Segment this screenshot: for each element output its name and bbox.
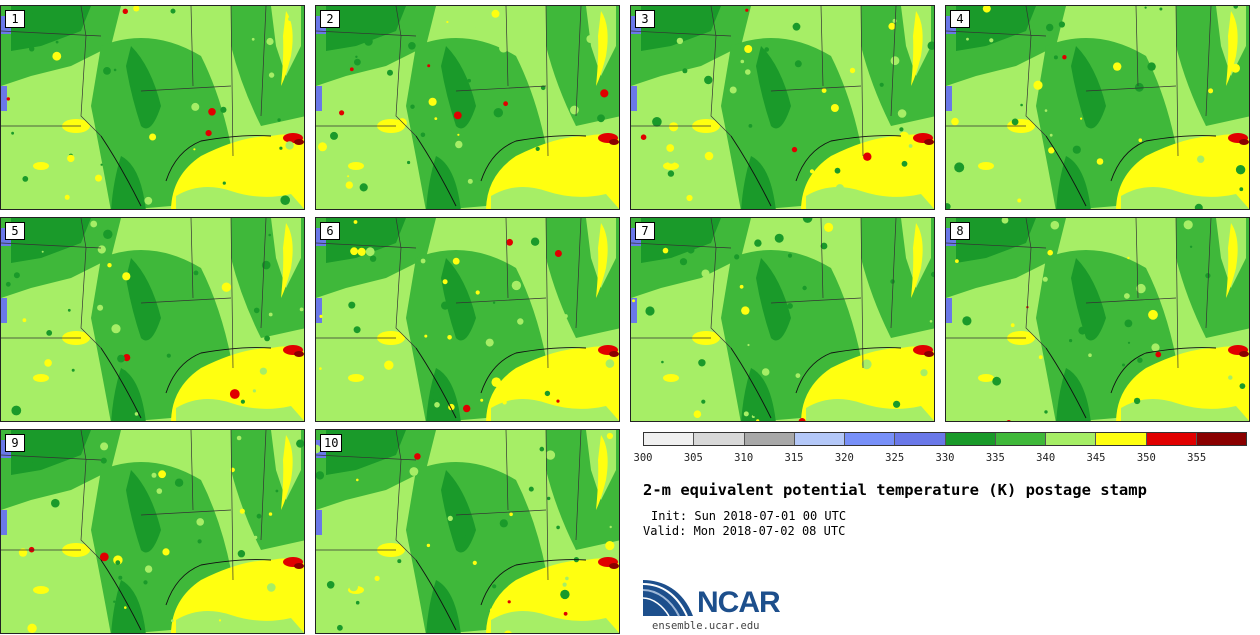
- chart-title: 2-m equivalent potential temperature (K)…: [643, 481, 1147, 499]
- colorbar-segment: [945, 433, 996, 445]
- ensemble-member-panel: 3: [630, 5, 935, 210]
- equivalent-potential-temperature-map: [946, 6, 1249, 209]
- equivalent-potential-temperature-map: [1, 6, 304, 209]
- colorbar-segment: [1146, 433, 1197, 445]
- member-number-label: 6: [320, 222, 340, 240]
- member-number-label: 9: [5, 434, 25, 452]
- ensemble-member-panel: 6: [315, 217, 620, 422]
- member-number-label: 2: [320, 10, 340, 28]
- member-number-label: 1: [5, 10, 25, 28]
- ensemble-member-panel: 1: [0, 5, 305, 210]
- ensemble-member-panel: 9: [0, 429, 305, 634]
- equivalent-potential-temperature-map: [316, 218, 619, 421]
- colorbar-tick-label: 300: [633, 452, 653, 464]
- colorbar-tick-label: 340: [1036, 452, 1056, 464]
- colorbar-tick-label: 335: [985, 452, 1005, 464]
- member-number-label: 8: [950, 222, 970, 240]
- ncar-logo-text: NCAR: [697, 586, 781, 619]
- site-url: ensemble.ucar.edu: [652, 620, 760, 632]
- equivalent-potential-temperature-map: [316, 6, 619, 209]
- member-number-label: 3: [635, 10, 655, 28]
- ncar-logo-icon: [643, 580, 693, 617]
- ensemble-member-panel: 4: [945, 5, 1250, 210]
- colorbar-segment: [845, 433, 896, 445]
- colorbar-tick-label: 330: [935, 452, 955, 464]
- equivalent-potential-temperature-map: [316, 430, 619, 633]
- member-number-label: 5: [5, 222, 25, 240]
- valid-time: Valid: Mon 2018-07-02 08 UTC: [643, 524, 846, 538]
- colorbar-segment: [995, 433, 1046, 445]
- colorbar-segment: [895, 433, 946, 445]
- ensemble-member-panel: 8: [945, 217, 1250, 422]
- ensemble-member-panel: 7: [630, 217, 935, 422]
- colorbar-tick-label: 315: [784, 452, 804, 464]
- colorbar-segment: [694, 433, 745, 445]
- colorbar: [643, 432, 1247, 446]
- equivalent-potential-temperature-map: [631, 218, 934, 421]
- colorbar-tick-label: 355: [1187, 452, 1207, 464]
- colorbar-segment: [744, 433, 795, 445]
- init-time: Init: Sun 2018-07-01 00 UTC: [651, 509, 847, 523]
- member-number-label: 7: [635, 222, 655, 240]
- colorbar-segment: [1196, 433, 1246, 445]
- colorbar-tick-label: 325: [885, 452, 905, 464]
- colorbar-tick-label: 310: [734, 452, 754, 464]
- ensemble-member-panel: 2: [315, 5, 620, 210]
- equivalent-potential-temperature-map: [1, 218, 304, 421]
- member-number-label: 10: [320, 434, 343, 452]
- colorbar-tick-label: 345: [1086, 452, 1106, 464]
- member-number-label: 4: [950, 10, 970, 28]
- colorbar-segment: [1096, 433, 1147, 445]
- colorbar-tick-label: 305: [683, 452, 703, 464]
- equivalent-potential-temperature-map: [631, 6, 934, 209]
- equivalent-potential-temperature-map: [1, 430, 304, 633]
- colorbar-tick-label: 350: [1136, 452, 1156, 464]
- colorbar-tick-label: 320: [834, 452, 854, 464]
- equivalent-potential-temperature-map: [946, 218, 1249, 421]
- colorbar-segment: [794, 433, 845, 445]
- ensemble-member-panel: 5: [0, 217, 305, 422]
- colorbar-segment: [644, 433, 695, 445]
- colorbar-segment: [1046, 433, 1097, 445]
- colorbar-ticks: 300 305 310 315 320 325 330 335 340 345 350 355: [634, 452, 1247, 466]
- ensemble-member-panel: 10: [315, 429, 620, 634]
